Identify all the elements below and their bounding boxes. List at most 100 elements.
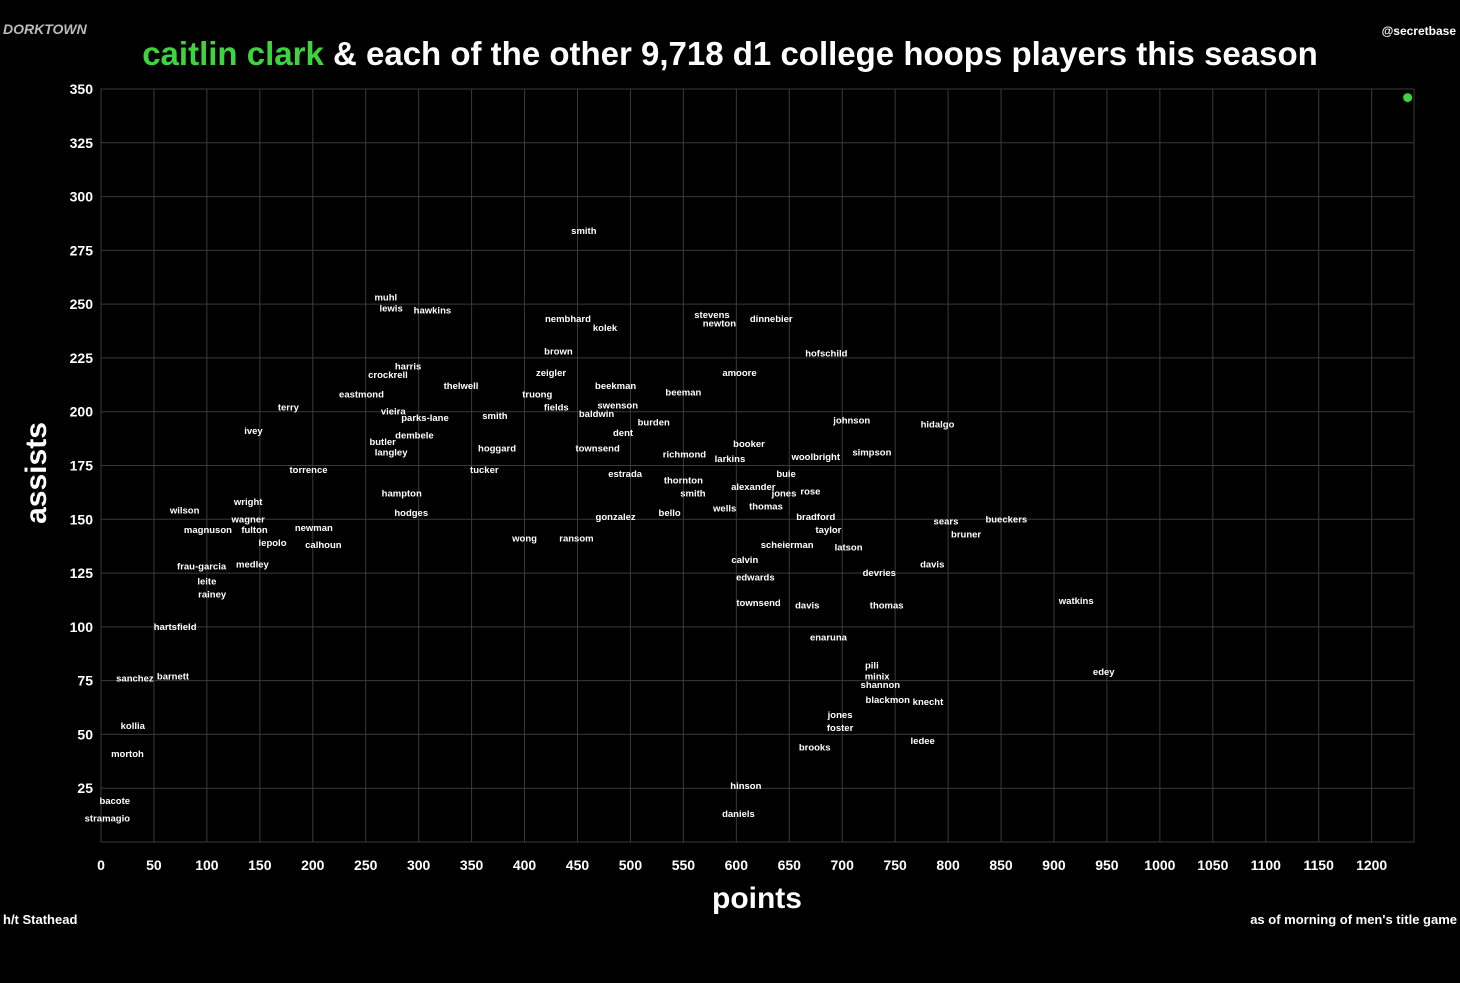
player-label: truong	[522, 390, 552, 401]
player-label: eastmond	[339, 390, 384, 401]
player-label: hoggard	[478, 443, 516, 454]
player-label: johnson	[832, 415, 870, 426]
player-label: thomas	[749, 501, 783, 512]
y-tick-label: 275	[70, 242, 94, 258]
y-axis-label: assists	[20, 422, 53, 524]
y-tick-label: 175	[70, 458, 94, 474]
x-tick-label: 50	[146, 857, 162, 873]
player-label: terry	[278, 402, 300, 413]
player-label: taylor	[816, 525, 842, 536]
player-label: daniels	[722, 809, 755, 820]
player-label: stevens	[694, 310, 729, 321]
player-label: hartsfield	[154, 622, 197, 633]
player-label: crockrell	[368, 370, 408, 381]
player-label: scheierman	[761, 540, 814, 551]
x-tick-label: 500	[619, 857, 643, 873]
player-label: harris	[395, 362, 421, 373]
x-tick-label: 850	[989, 857, 1013, 873]
player-label: alexander	[731, 482, 776, 493]
player-label: newton	[703, 319, 736, 330]
player-label: edey	[1093, 667, 1115, 678]
player-label: gonzalez	[596, 512, 636, 523]
x-tick-label: 300	[407, 857, 431, 873]
player-label: langley	[375, 448, 408, 459]
player-label: brown	[544, 346, 573, 357]
player-label: bruner	[951, 529, 981, 540]
x-tick-label: 1050	[1197, 857, 1228, 873]
player-label: magnuson	[184, 525, 232, 536]
y-tick-label: 75	[77, 673, 93, 689]
y-tick-label: 100	[70, 619, 94, 635]
y-tick-label: 350	[70, 81, 94, 97]
point	[1403, 93, 1413, 103]
player-label: zeigler	[536, 368, 566, 379]
player-label: minix	[865, 671, 891, 682]
x-tick-label: 0	[97, 857, 105, 873]
player-label: dent	[613, 428, 634, 439]
title-highlight: caitlin clark	[142, 35, 324, 72]
player-label: blackmon	[866, 695, 911, 706]
player-label: fields	[544, 402, 569, 413]
y-tick-label: 300	[70, 189, 94, 205]
player-label: pili	[865, 661, 879, 672]
player-label: ransom	[559, 534, 593, 545]
player-label: hodges	[394, 508, 428, 519]
player-label: vieira	[381, 407, 407, 418]
player-label: kolek	[593, 323, 618, 334]
x-tick-label: 950	[1095, 857, 1119, 873]
x-tick-label: 200	[301, 857, 325, 873]
brand: DORKTOWN	[3, 21, 88, 37]
player-label: bello	[659, 508, 681, 519]
player-label: sears	[934, 516, 959, 527]
player-label: rainey	[198, 590, 227, 601]
player-label: edwards	[736, 572, 775, 583]
handle: @secretbase	[1382, 24, 1457, 38]
player-label: brooks	[799, 742, 831, 753]
player-label: torrence	[290, 465, 328, 476]
player-label: enaruna	[810, 633, 848, 644]
x-tick-label: 100	[195, 857, 219, 873]
player-label: newman	[295, 523, 333, 534]
y-tick-label: 325	[70, 135, 94, 151]
title-rest: & each of the other 9,718 d1 college hoo…	[333, 35, 1318, 72]
x-tick-label: 700	[831, 857, 855, 873]
player-label: calhoun	[305, 540, 342, 551]
x-tick-label: 900	[1042, 857, 1066, 873]
player-label: barnett	[157, 671, 190, 682]
player-label: wells	[712, 504, 736, 515]
player-label: townsend	[575, 443, 620, 454]
player-label: townsend	[736, 598, 781, 609]
x-tick-label: 800	[936, 857, 960, 873]
player-label: buie	[776, 469, 796, 480]
x-axis-label: points	[712, 882, 802, 915]
y-tick-label: 150	[70, 511, 94, 527]
x-tick-label: 150	[248, 857, 272, 873]
player-label: amoore	[722, 368, 756, 379]
player-label: wilson	[169, 506, 200, 517]
player-label: wagner	[231, 514, 266, 525]
x-tick-label: 400	[513, 857, 537, 873]
player-label: mortoh	[111, 749, 144, 760]
player-label: rose	[800, 486, 820, 497]
x-tick-label: 750	[883, 857, 907, 873]
player-label: hampton	[382, 488, 422, 499]
player-label: latson	[835, 542, 863, 553]
player-label: butler	[369, 437, 396, 448]
x-tick-label: 1000	[1144, 857, 1175, 873]
x-tick-label: 1200	[1356, 857, 1387, 873]
player-label: foster	[827, 723, 854, 734]
player-label: hofschild	[805, 349, 847, 360]
grid	[100, 88, 1415, 843]
player-label: smith	[571, 226, 597, 237]
player-label: devries	[863, 568, 896, 579]
player-label: smith	[482, 411, 508, 422]
player-label: hinson	[730, 781, 761, 792]
player-label: thornton	[664, 476, 703, 487]
player-label: parks-lane	[401, 413, 449, 424]
player-label: frau-garcia	[177, 562, 227, 573]
player-label: sanchez	[116, 673, 154, 684]
player-label: simpson	[852, 448, 891, 459]
player-label: woolbright	[790, 452, 840, 463]
x-tick-label: 350	[460, 857, 484, 873]
